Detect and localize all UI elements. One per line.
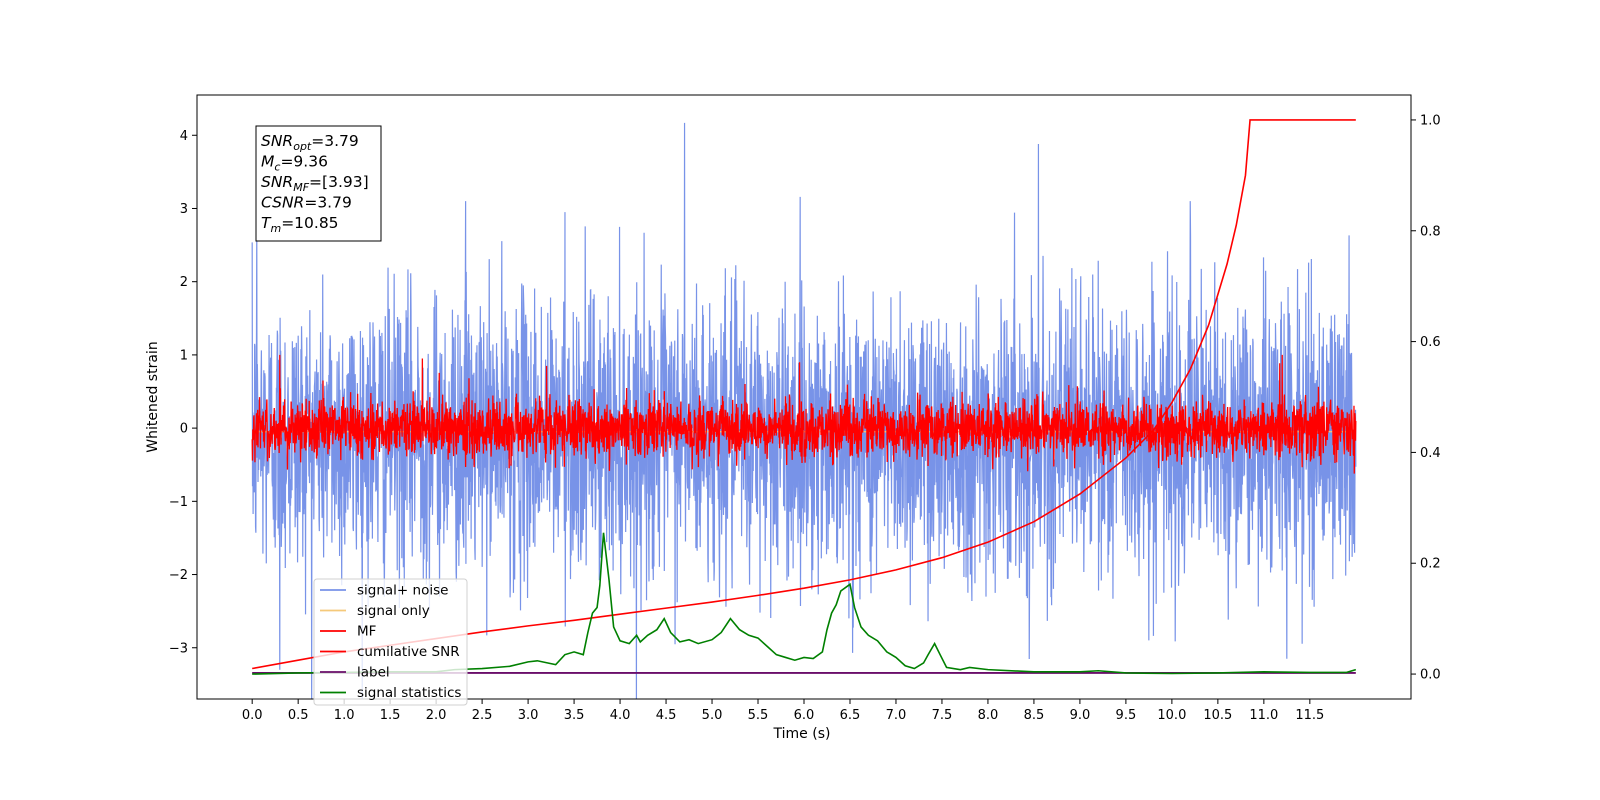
series-cumulative-snr [252, 119, 1356, 670]
x-tick-label: 8.5 [1024, 708, 1045, 723]
x-tick-label: 9.0 [1070, 708, 1091, 723]
x-tick-label: 5.0 [702, 708, 723, 723]
y-tick-label: 3 [180, 202, 188, 217]
x-axis: 0.0 0.5 1.0 1.5 2.0 2.5 3.0 3.5 4.0 4.5 5.0 5.5 6.0 6… [242, 699, 1324, 723]
x-tick-label: 7.5 [932, 708, 953, 723]
x-tick-label: 0.5 [288, 708, 309, 723]
series-signal-statistics [252, 532, 1357, 675]
x-tick-label: 3.5 [564, 708, 585, 723]
x-tick-label: 4.5 [656, 708, 677, 723]
legend-label: signal+ noise [357, 583, 448, 599]
y2-tick-label: 0.4 [1420, 446, 1441, 461]
x-tick-label: 11.0 [1249, 708, 1278, 723]
x-tick-label: 3.0 [518, 708, 539, 723]
legend-label: label [357, 665, 390, 681]
x-tick-label: 2.5 [472, 708, 493, 723]
annotation-line: Mc=9.36 [261, 153, 328, 174]
annotation-line: Tm=10.85 [261, 214, 339, 235]
x-tick-label: 4.0 [610, 708, 631, 723]
annotation-line: SNRopt=3.79 [261, 132, 359, 153]
annotation-line: SNRMF=[3.93] [261, 173, 369, 194]
y2-tick-label: 0.2 [1420, 557, 1441, 572]
y-axis-left: −3 −2 −1 0 1 2 3 4 [169, 129, 197, 656]
y-tick-label: −1 [169, 495, 188, 510]
legend-label: cumilative SNR [357, 644, 460, 660]
y2-tick-label: 0.0 [1420, 668, 1441, 683]
y-tick-label: −2 [169, 568, 188, 583]
y-tick-label: 0 [180, 422, 188, 437]
y-tick-label: 2 [180, 275, 188, 290]
x-tick-label: 1.0 [334, 708, 355, 723]
legend-label: signal statistics [357, 685, 461, 701]
y2-tick-label: 0.8 [1420, 224, 1441, 239]
y2-tick-label: 0.6 [1420, 335, 1441, 350]
x-tick-label: 6.5 [840, 708, 861, 723]
x-tick-label: 5.5 [748, 708, 769, 723]
series-mf [251, 354, 1357, 474]
y2-tick-label: 1.0 [1420, 113, 1441, 128]
x-tick-label: 10.0 [1157, 708, 1186, 723]
y-tick-label: 4 [180, 129, 188, 144]
legend-label: signal only [357, 603, 430, 619]
legend-label: MF [357, 624, 376, 640]
x-tick-label: 2.0 [426, 708, 447, 723]
x-tick-label: 9.5 [1116, 708, 1137, 723]
x-axis-label: Time (s) [773, 726, 831, 742]
x-tick-label: 0.0 [242, 708, 263, 723]
x-tick-label: 6.0 [794, 708, 815, 723]
y-tick-label: 1 [180, 348, 188, 363]
x-tick-label: 10.5 [1203, 708, 1232, 723]
x-tick-label: 7.0 [886, 708, 907, 723]
x-tick-label: 11.5 [1295, 708, 1324, 723]
x-tick-label: 1.5 [380, 708, 401, 723]
x-tick-label: 8.0 [978, 708, 999, 723]
y-axis-label: Whitened strain [145, 341, 161, 452]
legend: signal+ noise signal only MF cumilative SNR… [313, 578, 468, 706]
y-axis-right: 0.0 0.2 0.4 0.6 0.8 1.0 [1411, 113, 1441, 683]
y-tick-label: −3 [169, 641, 188, 656]
annotation-line: CSNR=3.79 [261, 194, 352, 212]
